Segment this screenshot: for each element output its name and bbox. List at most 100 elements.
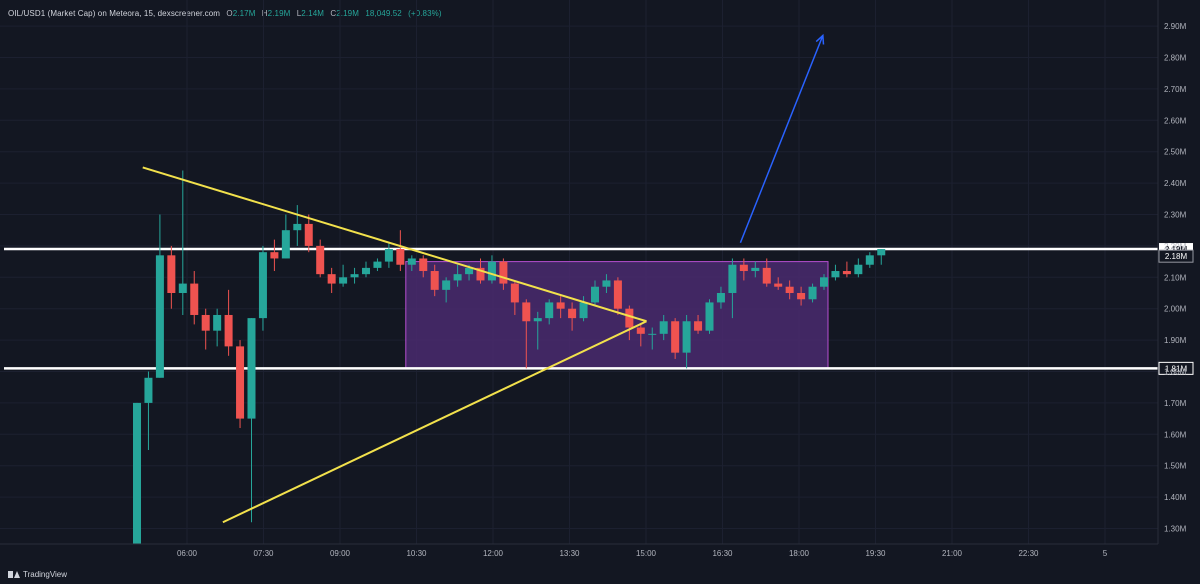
candle-body [258, 252, 267, 319]
candle-body [682, 321, 691, 353]
x-tick-label: 06:00 [177, 549, 198, 558]
range-price-label: 2.18M [1165, 252, 1188, 261]
candle-body [865, 255, 874, 265]
candle-body [373, 261, 382, 268]
candle-body [453, 274, 462, 281]
change-percent: (+0.83%) [408, 9, 442, 18]
candle-body [728, 264, 737, 293]
close-value: 2.19M [336, 9, 359, 18]
candle-body [396, 249, 405, 265]
y-tick-label: 1.90M [1164, 336, 1187, 345]
candle-body [533, 318, 542, 322]
candle-body [659, 321, 668, 334]
open-value: 2.17M [232, 9, 256, 18]
candle-body [648, 333, 657, 335]
level-price-tag [1158, 361, 1194, 375]
candle-body [602, 280, 611, 287]
candle-body [522, 302, 531, 322]
low-label: L [296, 9, 302, 18]
y-tick-label: 2.00M [1164, 305, 1187, 314]
y-tick-label: 1.50M [1164, 462, 1187, 471]
candle-body [716, 293, 725, 303]
triangle-trendline [222, 320, 647, 524]
candle-body [499, 261, 508, 284]
candle-body [774, 283, 783, 287]
y-tick-label: 2.70M [1164, 85, 1187, 94]
candle-body [350, 274, 359, 278]
candle-body [236, 346, 245, 419]
level-price-label: 1.81M [1165, 364, 1188, 373]
tradingview-logo-icon [8, 571, 20, 578]
projection-arrow-head-icon [815, 33, 825, 45]
triangle-trendline [142, 166, 647, 323]
candle-body [465, 267, 474, 275]
high-label: H [261, 9, 268, 18]
candle-body [705, 302, 714, 331]
candle-body [327, 274, 336, 284]
candle-body [762, 267, 771, 284]
x-tick-label: 15:00 [636, 549, 657, 558]
candle-body [167, 255, 176, 293]
projection-arrow-line [739, 35, 824, 244]
candle-body [797, 293, 806, 300]
x-tick-label: 18:00 [789, 549, 810, 558]
tradingview-brand: TradingView [23, 570, 68, 579]
candle-body [430, 271, 439, 290]
candle-body [224, 314, 233, 347]
level-price-label: 2.19M [1165, 245, 1188, 254]
y-tick-label: 2.40M [1164, 179, 1187, 188]
candle-body [144, 377, 153, 403]
x-tick-label: 5 [1103, 549, 1108, 558]
candle-body [751, 267, 760, 272]
trendlines-layer [142, 166, 647, 524]
chart-legend-header: OIL/USD1 (Market Cap) on Meteora, 15, de… [8, 9, 442, 18]
candle-body [339, 277, 348, 284]
candle-body [155, 255, 164, 378]
candle-body [213, 314, 222, 331]
candle-body [545, 302, 554, 319]
x-tick-label: 19:30 [865, 549, 886, 558]
candle-body [487, 261, 496, 281]
candle-body [636, 327, 645, 334]
y-tick-label: 2.30M [1164, 211, 1187, 220]
candle-body [671, 321, 680, 353]
y-axis: 1.30M 1.40M 1.50M 1.60M 1.70M 1.80M 1.90M 2.00M… [1157, 0, 1187, 544]
candle-body [293, 223, 302, 231]
y-tick-label: 2.80M [1164, 54, 1187, 63]
tradingview-watermark[interactable]: TradingView [8, 570, 67, 579]
x-tick-label: 16:30 [712, 549, 733, 558]
candle-body [419, 258, 428, 272]
candle-body [281, 230, 290, 259]
x-tick-label: 12:00 [483, 549, 504, 558]
close-label: C [330, 9, 337, 18]
symbol-title: OIL/USD1 (Market Cap) on Meteora, 15, de… [8, 9, 221, 18]
candle-body [316, 245, 325, 275]
projection-arrow-layer [739, 33, 825, 244]
y-tick-label: 1.80M [1164, 368, 1187, 377]
candle-body [808, 286, 817, 300]
candle-body [442, 280, 451, 290]
x-tick-label: 13:30 [559, 549, 580, 558]
candles-layer [133, 170, 886, 545]
y-tick-label: 1.40M [1164, 493, 1187, 502]
candle-body [190, 283, 199, 315]
low-value: 2.14M [301, 9, 325, 18]
candle-body [579, 302, 588, 319]
y-tick-label: 2.10M [1164, 273, 1187, 282]
candle-body [785, 286, 794, 293]
x-tick-label: 07:30 [253, 549, 274, 558]
candle-body [304, 223, 313, 246]
candle-body [510, 283, 519, 303]
candle-body [877, 249, 886, 256]
y-tick-label: 2.60M [1164, 116, 1187, 125]
candle-body [854, 264, 863, 275]
y-tick-label: 1.60M [1164, 430, 1187, 439]
candle-body [178, 283, 187, 293]
candle-body [831, 271, 840, 278]
candle-body [625, 308, 634, 328]
range-price-tag [1158, 249, 1194, 263]
candle-body [407, 258, 416, 265]
candle-body [201, 314, 210, 331]
candle-body [362, 267, 370, 275]
